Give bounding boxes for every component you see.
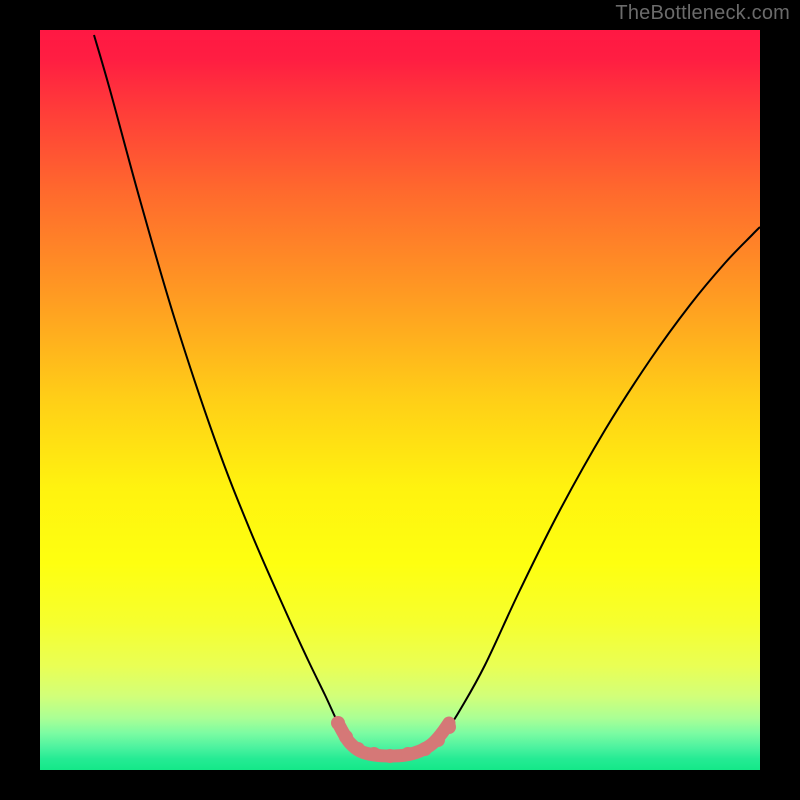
left-curve [94, 35, 390, 756]
trough-dot [431, 733, 445, 747]
trough-dot [442, 720, 456, 734]
trough-dot [383, 749, 397, 763]
trough-dot [351, 742, 365, 756]
watermark: TheBottleneck.com [615, 2, 790, 25]
plot-area [40, 30, 760, 770]
trough-dot [339, 730, 353, 744]
curve-layer [40, 30, 760, 770]
trough-dots [331, 716, 456, 763]
chart-container: TheBottleneck.com [0, 0, 800, 800]
trough-dot [418, 742, 432, 756]
trough-dot [367, 747, 381, 761]
trough-dot [401, 747, 415, 761]
right-curve [390, 227, 760, 756]
trough-dot [331, 716, 345, 730]
